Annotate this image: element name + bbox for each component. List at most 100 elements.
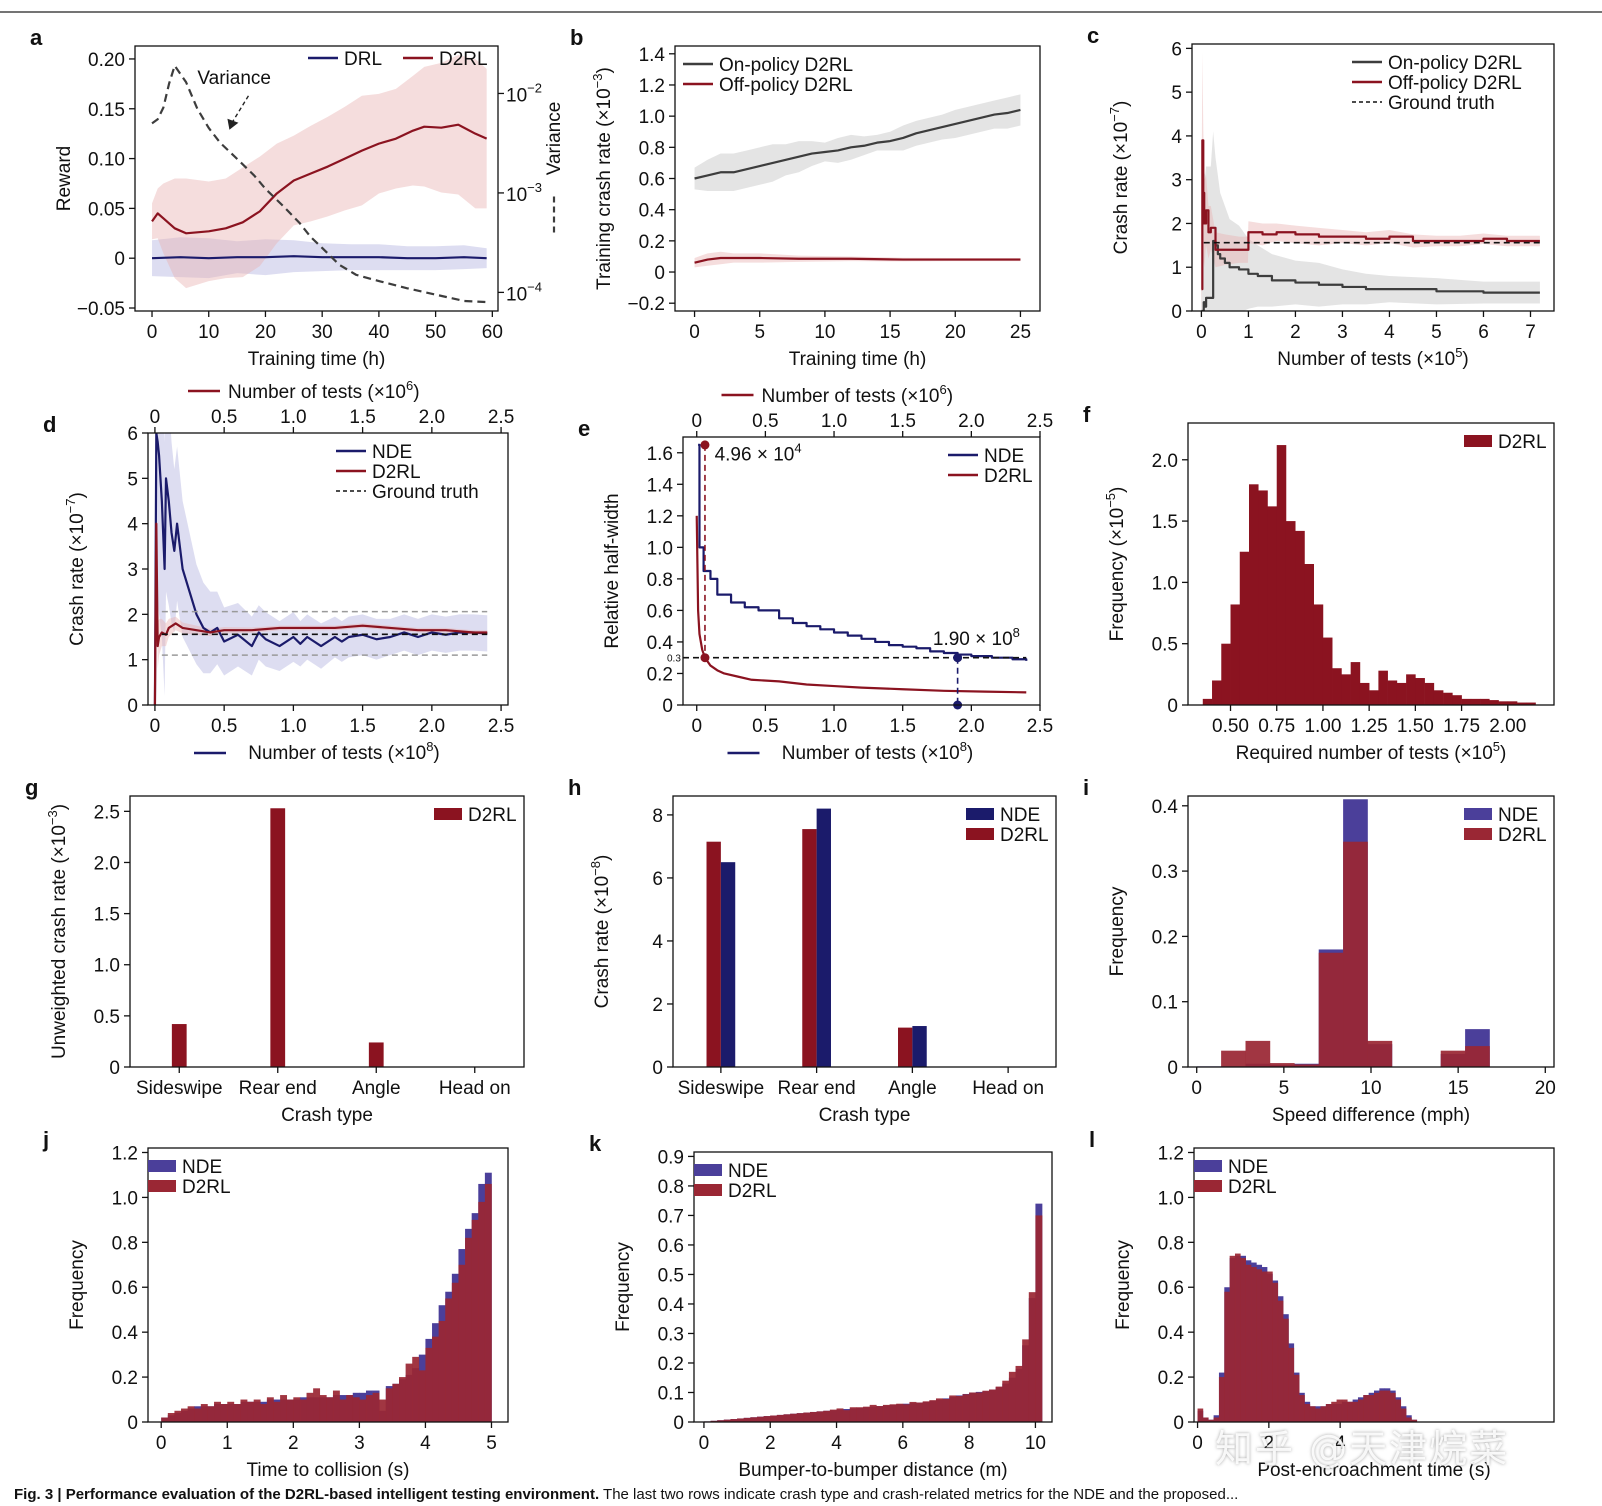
hist-bar-d2rl — [1489, 700, 1499, 705]
y-tick-label: 0.7 — [658, 1206, 684, 1227]
hist-bar-d2rl — [1028, 1292, 1036, 1422]
hist-bar-d2rl — [359, 1399, 367, 1422]
legend: DRL D2RL — [308, 49, 488, 70]
hist-bar-d2rl — [876, 1406, 884, 1422]
hist-bar-d2rl — [1276, 445, 1287, 705]
y-axis-label: Training crash rate (×10−3) — [590, 67, 615, 290]
hist-bar-d2rl — [1367, 1040, 1393, 1067]
y-tick-label: 1.6 — [647, 444, 673, 465]
panel-label-b: b — [570, 25, 583, 50]
line-d2rl — [695, 515, 1027, 694]
panel-i: i 0 5 10 15 20 0 0.1 0.2 0.3 0.4 Speed difference (… — [1083, 775, 1556, 1126]
y-axis-label: Frequency — [613, 1242, 634, 1332]
legend-label-d2rl: D2RL — [984, 466, 1033, 487]
hist-bar-d2rl — [181, 1408, 188, 1422]
x-tick-label: 2 — [765, 1433, 776, 1454]
hist-bar-d2rl — [863, 1406, 870, 1422]
y-tick-label: 0.6 — [112, 1278, 138, 1299]
hist-bar-d2rl — [1277, 1300, 1284, 1422]
x-tick-label: 10 — [198, 322, 219, 343]
bar-d2rl-rear-end — [270, 808, 286, 1067]
marker-point — [953, 653, 963, 663]
y-tick-label: 0 — [1167, 1058, 1178, 1079]
legend-label-d2rl: D2RL — [439, 49, 488, 70]
legend: D2RL — [434, 805, 517, 826]
hist-bar-d2rl — [1261, 1271, 1268, 1422]
y-tick-label: 0.9 — [658, 1147, 684, 1168]
bar-nde-angle — [912, 1026, 927, 1067]
line-on-policy-d2rl — [694, 108, 1021, 180]
x-axis-label: Time to collision (s) — [247, 1460, 410, 1481]
hist-bar-d2rl — [1315, 1408, 1321, 1422]
hist-bar-d2rl — [346, 1395, 354, 1422]
axes-box — [1187, 422, 1555, 706]
hist-bar-d2rl — [962, 1394, 970, 1422]
hist-bar-d2rl — [922, 1401, 930, 1422]
hist-bar-d2rl — [882, 1404, 890, 1422]
x-tick-label: 5 — [1431, 322, 1442, 343]
hist-bar-d2rl — [1256, 1269, 1263, 1422]
hist-bar-d2rl — [1517, 702, 1527, 705]
x-tick-label: 4 — [1384, 322, 1395, 343]
hist-bar-d2rl — [405, 1363, 413, 1422]
band-on-policy-d2rl — [694, 94, 1021, 191]
band-on-policy-d2rl — [1201, 131, 1540, 311]
hist-bar-d2rl — [445, 1298, 453, 1422]
hist-bar-d2rl — [1384, 1390, 1391, 1422]
hist-bar-d2rl — [412, 1356, 420, 1422]
hist-bar-d2rl — [902, 1404, 910, 1422]
legend-label-d2rl: D2RL — [1228, 1177, 1277, 1198]
panel-c: c 0 1 2 3 4 5 6 7 0 1 2 3 4 5 6 Number of tests (×105) Cr… — [1087, 23, 1555, 370]
x-tick-label: 50 — [425, 322, 446, 343]
hist-bar-d2rl — [896, 1403, 904, 1422]
hist-bar-d2rl — [214, 1401, 221, 1422]
hist-bar-d2rl — [1213, 1417, 1220, 1422]
y-tick-label: 1.0 — [1158, 1188, 1184, 1209]
legend-swatch-d2rl — [1464, 828, 1492, 840]
axes-box — [1191, 43, 1555, 312]
bar-d2rl-rear-end — [802, 829, 817, 1067]
band-d2rl — [152, 54, 487, 289]
legend-swatch-d2rl — [434, 808, 462, 820]
y-tick-label: 0.6 — [639, 170, 665, 191]
y-tick-label: 0 — [127, 1413, 138, 1434]
x-tick-label: 0 — [1191, 1078, 1202, 1099]
axes-box — [672, 795, 1057, 1068]
y-tick-label: 0.05 — [88, 199, 125, 220]
top-x-tick-label: 2.5 — [488, 407, 514, 428]
x-axis-label: Post-encroachment time (s) — [1257, 1460, 1490, 1481]
hist-bar-d2rl — [1411, 1419, 1418, 1422]
plot-area — [683, 443, 1028, 705]
y-tick-label: 1.4 — [647, 475, 674, 496]
y-tick-label: 0 — [109, 1058, 120, 1079]
y-tick-label: 0.4 — [1158, 1323, 1185, 1344]
x-tick-label: 0 — [150, 716, 161, 737]
hist-bar-d2rl — [1295, 530, 1305, 705]
hist-bar-d2rl — [247, 1401, 254, 1422]
x-tick-label: 1.5 — [349, 716, 375, 737]
x-tick-label: Rear end — [778, 1078, 856, 1099]
y2-tick-label: 10−2 — [506, 80, 542, 106]
line-d2rl — [151, 123, 488, 235]
hist-bar-d2rl — [1470, 698, 1481, 705]
variance-arrow — [230, 95, 250, 125]
hist-bar-d2rl — [717, 1420, 725, 1422]
x-tick-label: 40 — [368, 322, 389, 343]
annotation-exp: 4 — [794, 441, 801, 456]
x-tick-label: 0 — [699, 1433, 710, 1454]
y-tick-label: 1.0 — [639, 107, 665, 128]
hist-bar-d2rl — [1374, 1392, 1380, 1422]
axes-frame — [147, 1147, 509, 1423]
y-tick-label: 5 — [127, 469, 138, 490]
axes-frame — [134, 45, 499, 312]
hist-bar-d2rl — [220, 1404, 228, 1422]
hist-bar-d2rl — [187, 1406, 195, 1422]
axes-box — [693, 1151, 1053, 1423]
hist-bar-d2rl — [425, 1347, 433, 1422]
hist-bar-d2rl — [194, 1408, 202, 1422]
